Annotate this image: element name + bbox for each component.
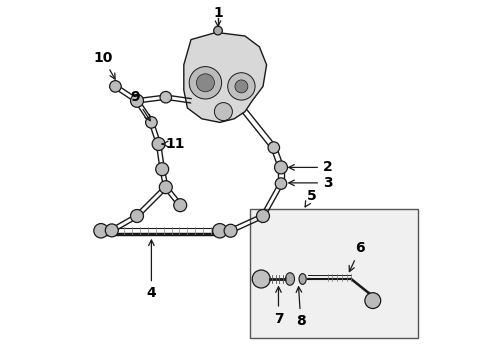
Circle shape [196, 74, 215, 92]
Polygon shape [184, 32, 267, 122]
Circle shape [130, 94, 144, 107]
Circle shape [160, 91, 172, 103]
Text: 3: 3 [289, 176, 333, 190]
Text: 5: 5 [305, 189, 317, 207]
Circle shape [189, 67, 221, 99]
Circle shape [146, 117, 157, 128]
Text: 7: 7 [274, 287, 283, 325]
Circle shape [130, 210, 144, 222]
Circle shape [215, 103, 232, 121]
Circle shape [228, 73, 255, 100]
Text: 6: 6 [349, 242, 365, 271]
Circle shape [235, 80, 248, 93]
Circle shape [156, 163, 169, 176]
Ellipse shape [299, 274, 306, 284]
Circle shape [365, 293, 381, 309]
Circle shape [214, 26, 222, 35]
Text: 9: 9 [130, 90, 150, 121]
Text: 2: 2 [289, 161, 333, 174]
Text: 4: 4 [147, 240, 156, 300]
Circle shape [257, 210, 270, 222]
Circle shape [105, 224, 118, 237]
Circle shape [268, 142, 280, 153]
Text: 11: 11 [162, 137, 185, 151]
Circle shape [152, 138, 165, 150]
Circle shape [110, 81, 121, 92]
Circle shape [159, 181, 172, 194]
Bar [250, 209, 418, 338]
Circle shape [94, 224, 108, 238]
Circle shape [252, 270, 270, 288]
Text: 8: 8 [296, 287, 306, 328]
Circle shape [174, 199, 187, 212]
Circle shape [275, 178, 287, 189]
Ellipse shape [286, 273, 294, 285]
Circle shape [213, 224, 227, 238]
Text: 1: 1 [213, 6, 223, 26]
Text: 10: 10 [93, 51, 115, 79]
Circle shape [224, 224, 237, 237]
Circle shape [274, 161, 288, 174]
